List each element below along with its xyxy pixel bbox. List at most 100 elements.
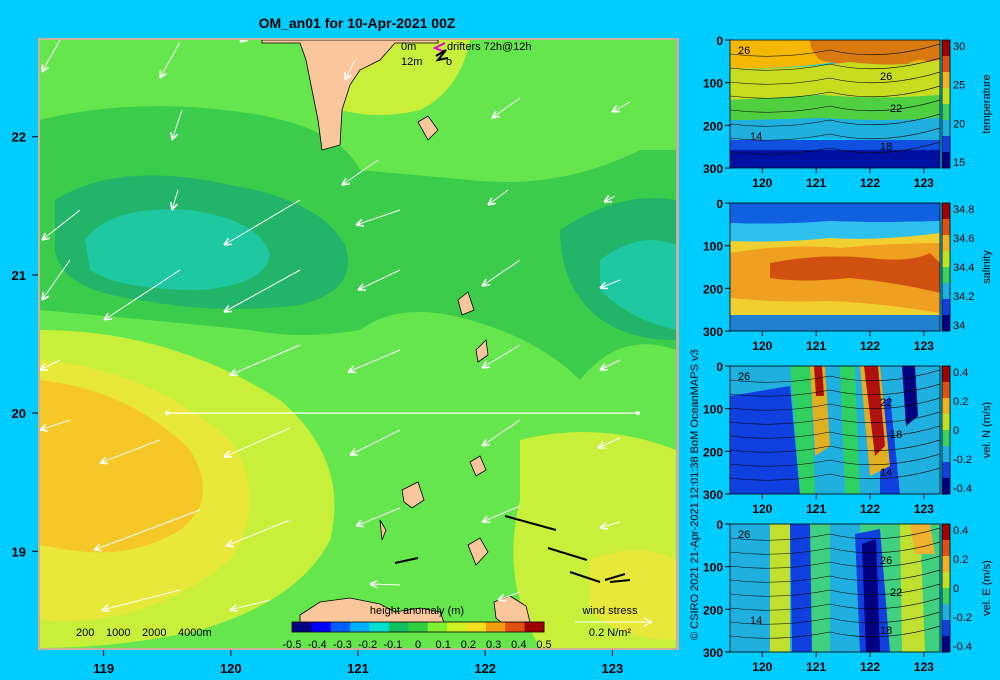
profile-colorbar-cell	[942, 540, 950, 557]
current-vector-head	[487, 197, 496, 206]
current-vector-head	[223, 305, 233, 313]
colorbar-cell	[466, 622, 487, 632]
colorbar-cell	[505, 622, 526, 632]
colorbar-tick: 0	[415, 639, 421, 651]
current-vector	[599, 359, 621, 371]
isotherm-line	[730, 439, 940, 453]
contour-label: 26	[738, 529, 750, 541]
current-vector-head	[599, 522, 609, 530]
current-vector	[229, 344, 301, 376]
current-vector-head	[349, 448, 359, 456]
isotherm-line	[730, 569, 940, 583]
current-vector-head	[225, 539, 235, 548]
profile-colorbar-tick: -0.4	[953, 483, 972, 495]
transect-endpoint	[165, 411, 170, 416]
depth-tick-label: 0	[716, 360, 723, 374]
depth-tick-label: 300	[703, 488, 723, 502]
isotherm-line	[730, 99, 940, 113]
profile-colorbar-cell	[942, 572, 950, 589]
profile-colorbar-tick: -0.2	[953, 612, 972, 624]
profile-colorbar-cell	[942, 430, 950, 447]
contour-label: 18	[880, 625, 892, 637]
wind-scale-arrowhead	[643, 617, 653, 627]
profile-colorbar-cell	[942, 366, 950, 383]
current-vector	[103, 269, 181, 321]
colorbar-tick: -0.2	[358, 639, 377, 651]
profile-colorbar-cell	[942, 56, 950, 73]
current-vector-head	[355, 519, 365, 528]
lon-tick-label: 121	[806, 339, 826, 353]
wind-vector	[504, 515, 557, 531]
wind-stress-scale: 0.2 N/m²	[589, 627, 632, 639]
profile-colorbar-tick: 30	[953, 41, 965, 53]
profile-colorbar-cell	[942, 219, 950, 236]
lon-tick-label: 122	[860, 502, 880, 516]
lon-tick-label: 122	[860, 660, 880, 674]
current-vector-head	[41, 232, 50, 241]
colorbar-tick: 0.5	[536, 639, 551, 651]
profile-layer	[790, 366, 860, 494]
depth-tick-label: 200	[703, 119, 723, 133]
current-vector	[355, 209, 401, 226]
depth-tick-label: 100	[703, 240, 723, 254]
current-vector-head	[603, 195, 613, 203]
map-ytick-label: 19	[12, 544, 26, 559]
profile-colorbar-cell	[942, 382, 950, 399]
current-vector	[355, 507, 401, 527]
current-vector-head	[41, 291, 50, 301]
profile-colorbar-cell	[942, 620, 950, 637]
depth-tick-label: 300	[703, 646, 723, 660]
profile-layer	[730, 221, 940, 242]
land-polygon	[401, 481, 425, 509]
current-vector	[369, 583, 401, 586]
current-vector	[40, 419, 71, 431]
current-vector-head	[170, 131, 179, 141]
current-vector	[497, 591, 521, 601]
isotherm-line	[730, 141, 940, 155]
current-vector	[341, 159, 379, 186]
profile-colorbar-label: temperature	[981, 74, 993, 133]
colorbar-cell	[292, 622, 312, 632]
land-polygon	[261, 40, 439, 151]
map-panel: 119 120 121 122 123 22 21 20 19 0m 12m drifters…	[12, 38, 679, 676]
current-vector-head	[229, 604, 239, 613]
bathy-2000: 2000	[142, 627, 166, 639]
profile-colorbar-cell	[942, 203, 950, 220]
current-vector-head	[101, 604, 111, 613]
colorbar-cell	[350, 622, 371, 632]
profile-panel: 0 100 200 300 120 121 122 123 34.8 34.6 34.4 34.2 34…	[703, 197, 993, 353]
isotherm-line	[730, 583, 940, 597]
current-vector	[223, 199, 301, 246]
wind-vector	[569, 571, 601, 583]
current-vector	[597, 437, 621, 449]
map-xtick-label: 122	[474, 661, 496, 676]
profile-colorbar-cell	[942, 88, 950, 105]
colorbar-cell	[408, 622, 429, 632]
profile-layer	[862, 539, 880, 652]
figure-title: OM_an01 for 10-Apr-2021 00Z	[259, 15, 456, 31]
current-vector-head	[481, 360, 491, 369]
isotherm-line	[730, 555, 940, 569]
current-vector-head	[491, 110, 501, 119]
profile-panel: 26 26 22 18 14 0 100 200 300 120 121 122 123 0.4 0.2 0 -…	[703, 518, 993, 674]
anomaly-region	[40, 106, 676, 380]
current-vector-head	[170, 201, 178, 211]
current-vector	[229, 599, 271, 611]
profile-colorbar-tick: 34	[953, 320, 965, 332]
current-vector-head	[369, 580, 378, 589]
depth-tick-label: 200	[703, 603, 723, 617]
current-vector-head	[41, 63, 49, 73]
profile-layer	[910, 524, 935, 554]
profile-colorbar-tick: -0.2	[953, 454, 972, 466]
drifter-track-icon	[432, 42, 446, 53]
current-vector	[101, 589, 181, 611]
profile-layer	[730, 95, 940, 120]
current-vector	[599, 279, 621, 289]
colorbar-cell	[485, 622, 506, 632]
depth-tick-label: 100	[703, 403, 723, 417]
isotherm-line	[730, 411, 940, 425]
profile-layer	[730, 386, 900, 494]
profile-colorbar-cell	[942, 478, 950, 495]
profile-panel: 26 26 22 18 14 0 100 200 300 120 121 122 123 30 25 20 15…	[703, 34, 993, 190]
